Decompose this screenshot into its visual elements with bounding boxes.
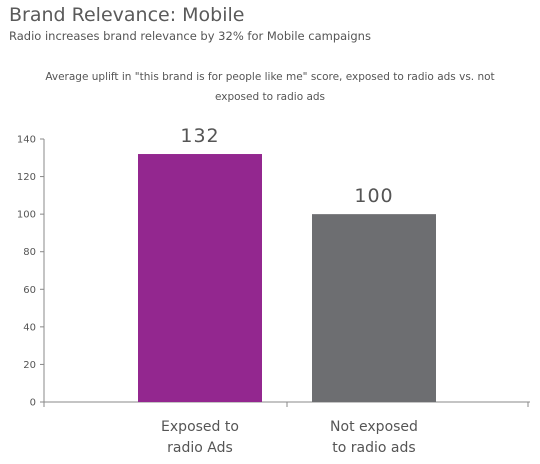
- category-label: radio Ads: [167, 440, 233, 456]
- category-label: to radio ads: [332, 440, 415, 456]
- y-tick-label: 120: [17, 172, 36, 183]
- chart-subtitle: Radio increases brand relevance by 32% f…: [9, 29, 371, 43]
- category-label: Exposed to: [161, 419, 239, 435]
- chart-title: Brand Relevance: Mobile: [9, 4, 245, 26]
- data-label: 132: [180, 125, 219, 147]
- y-tick-label: 140: [17, 135, 36, 146]
- chart-description: Average uplift in "this brand is for peo…: [20, 67, 520, 107]
- category-label: Not exposed: [330, 419, 418, 435]
- labels: 132 Exposed to radio Ads 100 Not exposed to r…: [161, 125, 418, 456]
- y-tick-label: 20: [23, 360, 36, 371]
- y-tick-label: 80: [23, 247, 36, 258]
- y-tick-label: 100: [17, 210, 36, 221]
- description-line: exposed to radio ads: [214, 91, 326, 103]
- y-axis: 0 20 40 60 80 100 120 140: [17, 135, 530, 409]
- bar: [312, 214, 436, 402]
- bar: [138, 154, 262, 402]
- bars: [138, 154, 436, 402]
- y-tick-label: 0: [30, 398, 36, 409]
- y-tick-label: 40: [23, 322, 36, 333]
- y-tick-label: 60: [23, 285, 36, 296]
- data-label: 100: [354, 185, 393, 207]
- description-line: Average uplift in "this brand is for peo…: [45, 71, 495, 83]
